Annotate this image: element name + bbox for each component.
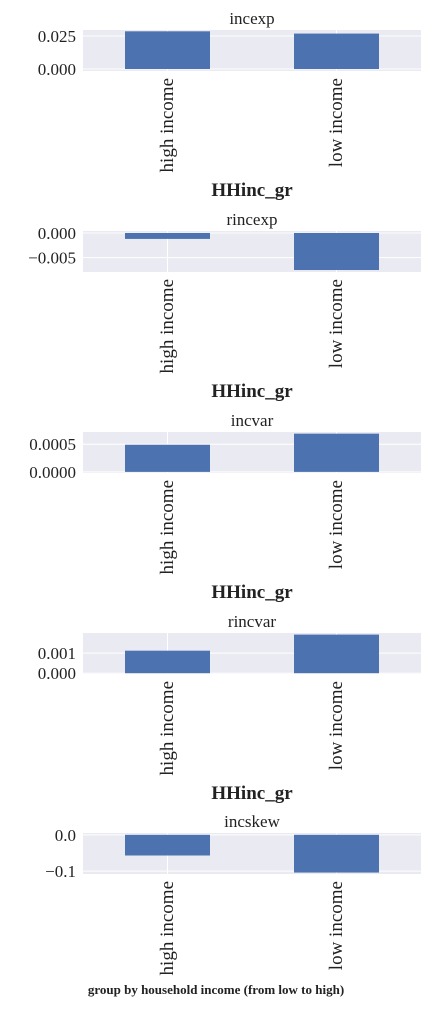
y-tick-label: −0.005 <box>28 249 76 268</box>
chart-panel-rincvar: 0.0000.001 rincvar high income low income HH… <box>38 612 421 804</box>
chart-title: rincexp <box>227 210 278 229</box>
bar <box>125 31 210 70</box>
chart-title: incvar <box>231 411 274 430</box>
bar <box>294 433 379 472</box>
x-tick-label: high income <box>157 480 178 574</box>
chart-title: rincvar <box>228 612 276 631</box>
x-tick-label: high income <box>157 279 178 373</box>
bar <box>125 650 210 674</box>
bar <box>294 634 379 674</box>
chart-panel-incexp: 0.000 0.025 incexp high income low income HHi… <box>38 9 421 201</box>
figure-caption: group by household income (from low to h… <box>87 982 345 997</box>
x-tick-label: low income <box>326 279 347 368</box>
bar <box>294 232 379 271</box>
y-tick-label: 0.001 <box>38 644 76 663</box>
chart-title: incskew <box>224 812 280 831</box>
y-tick-label: 0.0000 <box>29 463 76 482</box>
y-tick-label: 0.000 <box>38 664 76 683</box>
bar <box>294 33 379 70</box>
chart-panel-incvar: 0.0000 0.0005 incvar high income low income H… <box>29 411 421 603</box>
bar <box>125 444 210 472</box>
chart-panel-incskew: −0.1 0.0 incskew high income low income <box>45 812 421 975</box>
x-tick-label: low income <box>326 881 347 970</box>
bar <box>125 232 210 239</box>
bar <box>294 834 379 873</box>
x-axis-label: HHinc_gr <box>211 180 293 201</box>
chart-panel-rincexp: −0.005 0.000 rincexp high income low income H… <box>28 210 421 402</box>
x-tick-label: high income <box>157 78 178 172</box>
x-tick-label: high income <box>157 681 178 775</box>
y-tick-label: 0.000 <box>38 60 76 79</box>
x-axis-label: HHinc_gr <box>211 783 293 804</box>
x-axis-label: HHinc_gr <box>211 582 293 603</box>
x-tick-label: high income <box>157 881 178 975</box>
x-tick-label: low income <box>326 78 347 167</box>
chart-title: incexp <box>229 9 274 28</box>
x-tick-label: low income <box>326 681 347 770</box>
y-tick-label: 0.000 <box>38 224 76 243</box>
y-tick-label: −0.1 <box>45 862 76 881</box>
x-tick-label: low income <box>326 480 347 569</box>
x-axis-label: HHinc_gr <box>211 381 293 402</box>
y-tick-label: 0.0 <box>55 826 76 845</box>
bar <box>125 834 210 856</box>
y-tick-label: 0.0005 <box>29 435 76 454</box>
y-tick-label: 0.025 <box>38 27 76 46</box>
